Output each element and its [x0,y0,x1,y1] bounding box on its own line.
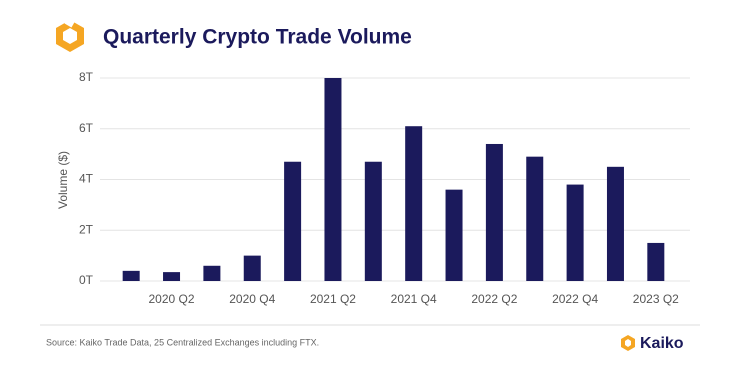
bar [364,161,382,281]
bar [647,242,665,281]
x-tick-label: 2023 Q2 [633,292,679,306]
bar [566,184,584,281]
bar [324,78,342,281]
brand-name: Kaiko [640,335,684,352]
source-note: Source: Kaiko Trade Data, 25 Centralized… [46,337,319,347]
y-tick-label: 0T [79,273,94,287]
bar [526,156,544,281]
brand-logo [621,335,635,351]
x-tick-label: 2020 Q2 [149,292,195,306]
chart-title: Quarterly Crypto Trade Volume [103,26,412,49]
bar [485,143,503,281]
y-tick-label: 8T [79,70,94,84]
bar [445,189,463,281]
bar [243,255,261,281]
bar [203,265,221,281]
x-tick-label: 2022 Q4 [552,292,598,306]
bar [606,166,624,281]
bar [163,272,181,281]
x-tick-label: 2020 Q4 [229,292,275,306]
bar [405,126,423,282]
logo [56,16,84,52]
x-tick-label: 2022 Q2 [471,292,517,306]
y-tick-label: 4T [79,172,94,186]
bar [284,161,302,281]
y-tick-label: 6T [79,121,94,135]
y-axis-label: Volume ($) [56,151,70,209]
x-tick-label: 2021 Q4 [391,292,437,306]
bar [122,270,140,281]
y-tick-label: 2T [79,222,94,236]
x-tick-label: 2021 Q2 [310,292,356,306]
